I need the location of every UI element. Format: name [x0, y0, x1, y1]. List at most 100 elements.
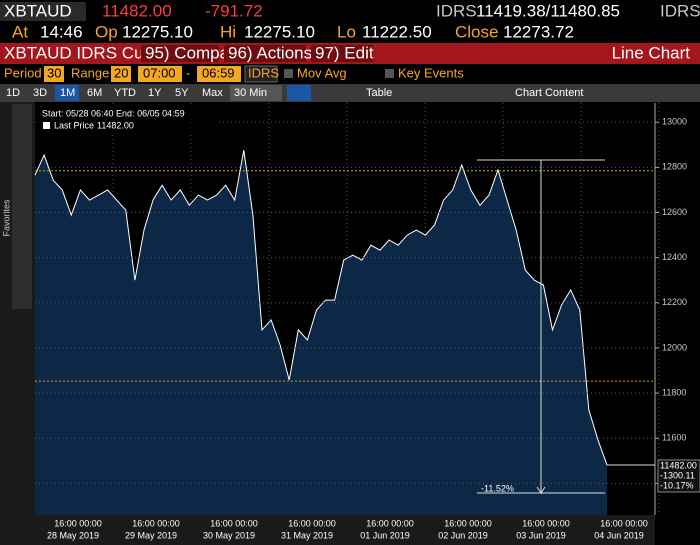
label: Key Events — [398, 65, 464, 80]
y-tick-label: 12800 — [662, 162, 687, 172]
range-label[interactable]: 1Y — [148, 87, 162, 99]
table[interactable]: Table — [366, 87, 392, 99]
actions-label: 96) Actions — [228, 43, 312, 62]
label: Mov Avg — [297, 65, 347, 80]
chart-button[interactable] — [287, 85, 311, 101]
y-tick-label: 12600 — [662, 207, 687, 217]
field[interactable] — [111, 66, 131, 82]
legend-swatch — [43, 122, 50, 129]
x-time-label: 16:00 00:00 — [444, 518, 492, 528]
measure-label: -11.52% — [481, 483, 514, 493]
ticker: XBTAUD — [4, 1, 72, 20]
field[interactable] — [244, 65, 278, 83]
checkbox[interactable] — [385, 69, 394, 78]
y-tick-label: 11800 — [662, 387, 686, 397]
range-label[interactable]: 1D — [6, 87, 20, 99]
label: Period — [4, 65, 42, 80]
x-date-label: 01 Jun 2019 — [360, 530, 410, 540]
x-time-label: 16:00 00:00 — [132, 518, 180, 528]
bid-ask: 11419.38/11480.85 — [476, 1, 620, 20]
toolbar — [0, 84, 700, 102]
value: 12275.10 — [122, 22, 193, 41]
area — [35, 150, 607, 515]
ticker-box — [0, 2, 86, 21]
range-label[interactable]: 5Y — [175, 87, 189, 99]
value: 30 — [47, 65, 61, 80]
y-tick-label: 11600 — [662, 433, 686, 443]
x-date-label: 02 Jun 2019 — [438, 530, 488, 540]
legend-value: 11482.00 — [97, 120, 134, 130]
value: 12273.72 — [503, 22, 574, 41]
field[interactable] — [197, 66, 241, 82]
x-date-label: 04 Jun 2019 — [594, 530, 644, 540]
security: XBTAUD IDRS Curnc — [4, 43, 168, 62]
last-box — [657, 459, 700, 493]
range-button[interactable] — [55, 85, 79, 101]
view-title: Line Chart — [612, 43, 691, 62]
value: 06:59 — [202, 65, 235, 80]
price: 11482.00 — [102, 1, 172, 20]
currency: IDRS — [436, 1, 477, 20]
x-time-label: 16:00 00:00 — [522, 518, 570, 528]
label: Op — [95, 22, 118, 41]
line — [34, 150, 608, 466]
x-time-label: 16:00 00:00 — [600, 518, 648, 528]
x-date-label: 29 May 2019 — [125, 530, 177, 540]
measure-line — [536, 160, 546, 495]
favorites: Favorites — [1, 199, 11, 237]
change: -791.72 — [205, 1, 263, 20]
range-buttons: 1D 3D 1M 6M YTD 1Y 5Y Max — [6, 85, 223, 101]
label: Hi — [220, 22, 236, 41]
interval-button[interactable] — [230, 85, 282, 101]
tool-strip — [12, 104, 32, 309]
compare-button[interactable] — [141, 45, 219, 62]
x-date-label: 31 May 2019 — [281, 530, 333, 540]
x-time-label: 16:00 00:00 — [54, 518, 102, 528]
value: 14:46 — [40, 22, 83, 41]
info-box — [38, 106, 216, 132]
measure-tool: -11.52% — [477, 159, 605, 495]
range-label[interactable]: 3D — [33, 87, 47, 99]
x-axis-area — [35, 515, 655, 545]
actions-button[interactable] — [224, 45, 306, 62]
range-label[interactable]: 6M — [87, 87, 102, 99]
x-time-label: 16:00 00:00 — [210, 518, 258, 528]
y-tick-label: 12400 — [662, 252, 687, 262]
label: Range — [71, 65, 109, 80]
field[interactable] — [138, 66, 182, 82]
y-tick-label: 12000 — [662, 342, 687, 352]
x-date-label: 03 Jun 2019 — [516, 530, 566, 540]
value: 11222.50 — [362, 22, 432, 41]
range-label[interactable]: Max — [202, 87, 223, 99]
y-tick-label: 12200 — [662, 297, 687, 307]
y-tick-label: 13000 — [662, 117, 687, 127]
range-label[interactable]: 1M — [60, 87, 75, 99]
info: Start: 05/28 06:40 End: 06/05 04:59 — [42, 108, 185, 118]
range-label[interactable]: YTD — [114, 87, 136, 99]
dash: - — [186, 65, 190, 80]
value: 07:00 — [143, 65, 176, 80]
field[interactable] — [44, 66, 64, 82]
value: 20 — [114, 65, 128, 80]
checkbox[interactable] — [284, 69, 293, 78]
x-date-label: 30 May 2019 — [203, 530, 255, 540]
edit-button[interactable] — [311, 45, 373, 62]
last-value: 11482.00 — [660, 460, 697, 470]
x-time-label: 16:00 00:00 — [288, 518, 336, 528]
chart-content[interactable]: Chart Content — [515, 87, 583, 99]
interval: 30 Min — [234, 87, 267, 99]
legend-label: Last Price — [54, 120, 94, 130]
last-value: -1300.11 — [660, 470, 695, 480]
label: Close — [455, 22, 498, 41]
last-value: -10.17% — [660, 480, 694, 490]
edit-label: 97) Edit — [315, 43, 374, 62]
compare-label: 95) Compare — [145, 43, 244, 62]
value: 12275.10 — [244, 22, 315, 41]
value: IDRS — [248, 65, 279, 80]
label: Lo — [337, 22, 356, 41]
currency: IDRS — [660, 1, 700, 20]
label: At — [12, 22, 28, 41]
x-date-label: 28 May 2019 — [47, 530, 99, 540]
x-time-label: 16:00 00:00 — [366, 518, 414, 528]
